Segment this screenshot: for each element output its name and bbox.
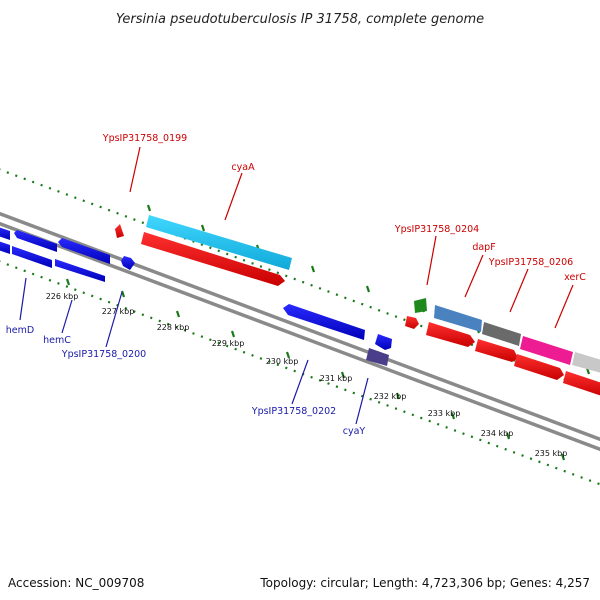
genome-backbone-outer xyxy=(0,211,600,442)
leader-xerC xyxy=(554,284,574,329)
major-tick xyxy=(200,224,206,232)
topology-text: Topology: circular; Length: 4,723,306 bp… xyxy=(259,576,590,590)
gene-label-hemD: hemD xyxy=(6,325,34,336)
gene-label-0200: YpsIP31758_0200 xyxy=(61,349,146,360)
gene-label-dapF: dapF xyxy=(472,242,495,253)
major-tick xyxy=(310,265,316,273)
gene-label-hemC: hemC xyxy=(43,335,71,346)
gene-arrow-reverse xyxy=(283,304,365,340)
gene-arrow-reverse xyxy=(375,334,392,350)
major-tick xyxy=(340,371,346,379)
major-tick xyxy=(65,278,71,286)
gene-arrow-reverse xyxy=(0,227,10,240)
gene-arrow-forward xyxy=(514,354,564,380)
gene-arrow-cyaA xyxy=(146,215,292,270)
gene-arrow-forward xyxy=(405,316,419,329)
leader-0204 xyxy=(426,235,437,286)
leader-0199 xyxy=(129,146,141,193)
major-tick xyxy=(450,412,456,420)
gene-arrow-reverse xyxy=(14,230,57,252)
gene-arrow-reverse xyxy=(0,241,10,254)
gene-arrow-reverse xyxy=(121,256,135,270)
gene-arrow-cyaY xyxy=(366,348,389,366)
tick-label: 235 kbp xyxy=(535,449,568,458)
inner-guide-ring xyxy=(0,260,600,486)
leader-hemD xyxy=(19,277,27,321)
genome-backbone-inner xyxy=(0,221,600,452)
tick-label: 226 kbp xyxy=(46,292,79,301)
gene-label-0206: YpsIP31758_0206 xyxy=(488,257,573,268)
tick-label: 230 kbp xyxy=(266,357,299,366)
leader-0206 xyxy=(509,268,529,313)
gene-arrow-xerC xyxy=(520,336,573,365)
gene-arrow-forward xyxy=(115,224,124,238)
tick-label: 227 kbp xyxy=(102,307,135,316)
map-title: Yersinia pseudotuberculosis IP 31758, co… xyxy=(116,12,484,27)
tick-label: 232 kbp xyxy=(374,392,407,401)
gene-label-0199: YpsIP31758_0199 xyxy=(102,133,187,144)
accession-text: Accession: NC_009708 xyxy=(8,576,144,590)
gene-arrow-forward xyxy=(475,339,518,362)
major-tick xyxy=(146,204,152,212)
major-tick xyxy=(365,285,371,293)
gene-arrow-0206 xyxy=(482,322,521,346)
label-leaders xyxy=(19,146,574,425)
tick-label: 231 kbp xyxy=(320,374,353,383)
gene-arrow-next xyxy=(572,352,600,373)
gene-label-cyaA: cyaA xyxy=(231,162,255,173)
tick-label: 228 kbp xyxy=(157,323,190,332)
major-tick xyxy=(120,290,126,298)
gene-label-cyaY: cyaY xyxy=(343,426,366,437)
major-tick xyxy=(230,330,236,338)
leader-cyaA xyxy=(224,172,243,221)
tick-label: 229 kbp xyxy=(212,339,245,348)
outer-guide-ring xyxy=(0,168,600,394)
gene-label-0204: YpsIP31758_0204 xyxy=(394,224,479,235)
leader-0200 xyxy=(105,291,123,348)
major-tick xyxy=(395,392,401,400)
gene-label-0202: YpsIP31758_0202 xyxy=(251,406,336,417)
gene-arrow-dapF xyxy=(434,305,482,332)
gene-arrow-0204 xyxy=(414,298,427,313)
gene-arrow-reverse xyxy=(58,238,110,264)
leader-0202 xyxy=(291,359,309,405)
gene-arrow-forward xyxy=(426,322,475,347)
gene-arrow-reverse xyxy=(55,259,105,282)
leader-dapF xyxy=(464,254,484,298)
major-tick xyxy=(505,432,511,440)
gene-arrow-forward xyxy=(141,232,285,286)
tick-label: 233 kbp xyxy=(428,409,461,418)
major-tick xyxy=(560,453,566,461)
gene-arrow-forward xyxy=(563,371,600,396)
leader-cyaY xyxy=(355,377,369,425)
gene-arrow-reverse xyxy=(12,246,52,268)
gene-label-xerC: xerC xyxy=(564,272,586,283)
leader-hemC xyxy=(61,299,73,334)
major-tick xyxy=(285,351,291,359)
major-tick xyxy=(175,310,181,318)
tick-label: 234 kbp xyxy=(481,429,514,438)
